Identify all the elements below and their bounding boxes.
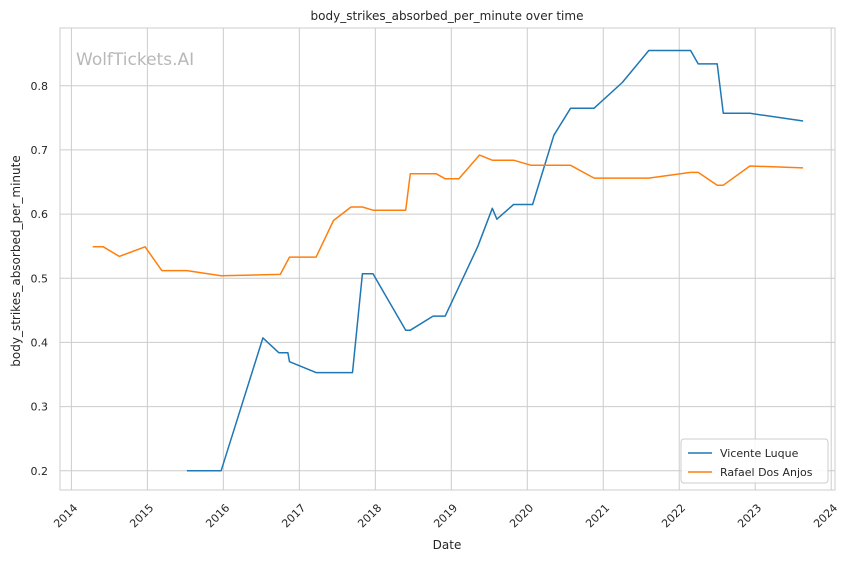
series-layer	[92, 49, 804, 472]
x-tick-label: 2020	[507, 501, 536, 530]
watermark: WolfTickets.AI	[76, 50, 194, 70]
x-tick-label: 2022	[659, 501, 688, 530]
y-tick-label: 0.7	[31, 144, 49, 157]
y-axis: 0.2 0.3 0.4 0.5 0.6 0.7 0.8	[31, 80, 49, 478]
x-tick-label: 2024	[811, 501, 840, 530]
y-tick-label: 0.3	[31, 401, 49, 414]
legend: Vicente Luque Rafael Dos Anjos	[680, 438, 829, 484]
series-line-rafael-dos-anjos	[92, 154, 804, 277]
y-tick-label: 0.8	[31, 80, 49, 93]
x-tick-label: 2016	[203, 501, 232, 530]
y-tick-label: 0.2	[31, 465, 49, 478]
x-tick-label: 2019	[431, 501, 460, 530]
x-tick-label: 2015	[127, 501, 156, 530]
y-axis-label: body_strikes_absorbed_per_minute	[9, 155, 23, 366]
x-axis-label: Date	[433, 538, 462, 552]
y-tick-label: 0.5	[31, 272, 49, 285]
plot-area	[59, 27, 836, 491]
y-tick-label: 0.6	[31, 208, 49, 221]
x-tick-label: 2017	[279, 501, 308, 530]
y-tick-label: 0.4	[31, 336, 49, 349]
legend-label-rafael-dos-anjos: Rafael Dos Anjos	[720, 466, 813, 479]
x-tick-label: 2018	[355, 501, 384, 530]
x-tick-label: 2014	[51, 501, 80, 530]
x-tick-label: 2023	[735, 501, 764, 530]
x-tick-label: 2021	[583, 501, 612, 530]
legend-box	[680, 438, 829, 484]
chart-title: body_strikes_absorbed_per_minute over ti…	[311, 9, 584, 23]
x-axis: 2014 2015 2016 2017 2018 2019 2020 2021 2022 2023…	[51, 501, 840, 530]
series-line-vicente-luque	[186, 49, 804, 472]
legend-label-vicente-luque: Vicente Luque	[720, 447, 799, 460]
